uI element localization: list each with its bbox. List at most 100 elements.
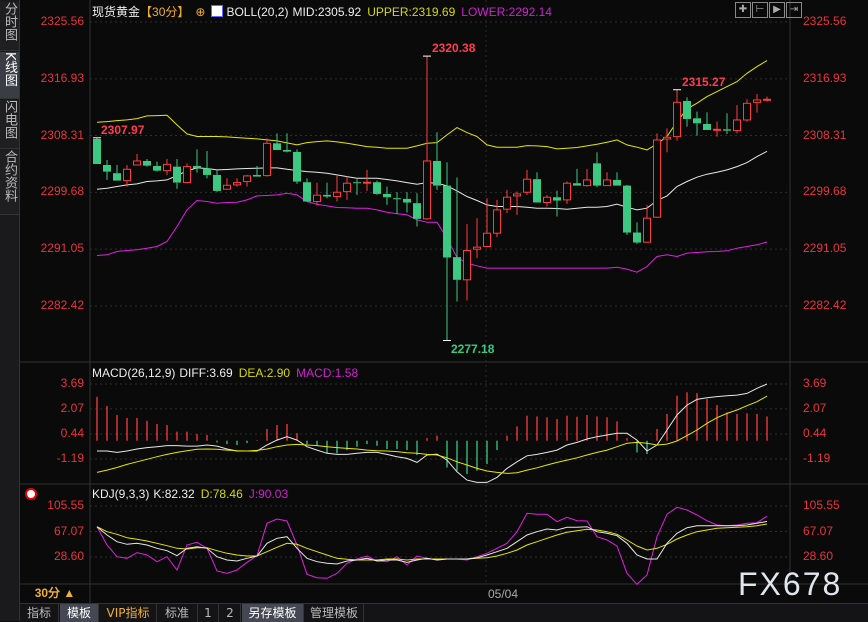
candle-up: [483, 232, 491, 247]
candle-down: [613, 179, 621, 186]
tab-templates[interactable]: 模板: [60, 604, 99, 622]
candle-up: [123, 168, 131, 182]
kdj-axis-tick-left: 105.55: [47, 498, 84, 512]
kdj-axis-tick-left: 67.07: [53, 523, 84, 538]
candle-down: [213, 174, 221, 191]
boll-mid-value: MID:2305.92: [292, 5, 362, 19]
candle-down: [203, 168, 211, 175]
macd-axis-tick-left: 0.44: [60, 425, 84, 440]
recent-high-price-label: 2315.27: [682, 75, 726, 89]
candle-down: [113, 173, 121, 181]
jump-end-icon[interactable]: ⇥: [786, 2, 802, 18]
zoom-in-icon[interactable]: ⊢: [752, 2, 768, 18]
tab-indicators[interactable]: 指标: [20, 604, 59, 622]
instrument-name: 现货黄金: [92, 5, 141, 19]
macd-axis-tick-right: 2.07: [803, 400, 827, 415]
macd-axis-tick-left: -1.19: [56, 451, 84, 465]
candle-down: [293, 151, 301, 182]
price-axis-tick-right: 2308.31: [803, 127, 847, 142]
candle-up: [363, 181, 371, 184]
candle-up: [663, 136, 671, 140]
candle-up: [603, 179, 611, 187]
candle-down: [403, 198, 411, 203]
candle-down: [683, 100, 691, 119]
price-axis-tick-left: 2316.93: [40, 70, 84, 85]
candle-down: [93, 138, 101, 164]
kdj-d-value: D:78.46: [200, 487, 243, 501]
tab-manage-templates[interactable]: 管理模板: [305, 604, 364, 622]
caret-up-icon: ▲: [63, 586, 76, 600]
macd-legend: MACD(26,12,9) DIFF:3.69 DEA:2.90 MACD:1.58: [92, 366, 364, 380]
macd-axis-tick-left: 3.69: [60, 376, 84, 390]
sidebar-tab-time-sharing[interactable]: 分时图: [0, 2, 19, 51]
candle-down: [383, 193, 391, 198]
candle-down: [453, 257, 461, 280]
sidebar-tab-contract-info[interactable]: 合约资料: [0, 150, 19, 215]
candle-up: [563, 182, 571, 201]
kdj-name: KDJ(9,3,3): [92, 487, 150, 501]
candle-up: [163, 163, 171, 172]
candle-up: [493, 209, 501, 234]
macd-axis-tick-left: 2.07: [60, 400, 84, 415]
view-sidebar: 分时图 K线图 闪电图 合约资料: [0, 0, 20, 621]
settings-circle-icon[interactable]: ⊕: [195, 5, 206, 19]
candle-up: [543, 196, 551, 204]
kdj-axis-tick-right: 28.60: [803, 549, 834, 563]
boll-chart-icon[interactable]: [211, 5, 224, 17]
candle-up: [233, 182, 241, 186]
candle-down: [593, 163, 601, 186]
macd-dea-value: DEA:2.90: [238, 366, 291, 380]
price-axis-tick-left: 2282.42: [40, 298, 84, 312]
price-axis-tick-left: 2291.05: [40, 241, 84, 256]
candle-up: [473, 246, 481, 250]
tab-2[interactable]: 2: [220, 604, 241, 622]
candle-up: [653, 139, 661, 218]
candle-up: [733, 119, 741, 132]
candle-up: [333, 191, 341, 198]
candle-up: [423, 160, 431, 220]
kdj-j-value: J:90.03: [248, 487, 289, 501]
tab-vip-indicators[interactable]: VIP指标: [100, 604, 157, 622]
sidebar-tab-flash[interactable]: 闪电图: [0, 100, 19, 149]
candle-down: [573, 183, 581, 186]
macd-dea-line: [96, 395, 768, 474]
candle-up: [513, 193, 521, 197]
macd-axis-tick-right: -1.19: [803, 451, 831, 465]
sidebar-tab-label: 闪电图: [2, 100, 17, 139]
candle-down: [283, 149, 291, 152]
candle-down: [623, 185, 631, 233]
candle-down: [173, 166, 181, 183]
boll-label: BOLL(20,2): [226, 5, 289, 19]
kdj-k-line: [96, 520, 768, 565]
kdj-axis-tick-left: 28.60: [53, 549, 84, 563]
price-axis-tick-left: 2299.68: [40, 184, 84, 199]
macd-diff-value: DIFF:3.69: [179, 366, 233, 380]
macd-axis-tick-right: 0.44: [803, 425, 827, 440]
play-forward-icon[interactable]: ▶: [769, 2, 785, 18]
fx678-watermark-logo: FX678: [738, 566, 843, 602]
high-price-label: 2320.38: [432, 41, 476, 55]
tab-save-template[interactable]: 另存模板: [242, 604, 304, 622]
indicator-settings-icon[interactable]: [25, 488, 37, 500]
tab-1[interactable]: 1: [198, 604, 219, 622]
kdj-axis-tick-right: 67.07: [803, 523, 834, 538]
candle-up: [743, 102, 751, 121]
sidebar-tab-kline[interactable]: K线图: [0, 52, 19, 99]
candle-down: [393, 198, 401, 200]
candle-down: [193, 165, 201, 169]
candle-down: [103, 164, 111, 172]
tab-standard[interactable]: 标准: [157, 604, 198, 622]
kdj-legend: KDJ(9,3,3) K:82.32 D:78.46 J:90.03: [92, 487, 294, 501]
price-axis-tick-right: 2316.93: [803, 70, 847, 85]
candle-down: [323, 194, 331, 197]
period-selector[interactable]: 30分 ▲: [20, 585, 90, 602]
crosshair-icon[interactable]: ✚: [735, 2, 751, 18]
candle-down: [703, 123, 711, 130]
main-legend: 现货黄金【30分】 ⊕ BOLL(20,2) MID:2305.92 UPPER:231…: [92, 3, 558, 20]
candle-down: [373, 182, 381, 194]
candle-up: [183, 166, 191, 184]
macd-macd-value: MACD:1.58: [296, 366, 359, 380]
candle-up: [763, 98, 771, 101]
candle-up: [263, 142, 271, 177]
